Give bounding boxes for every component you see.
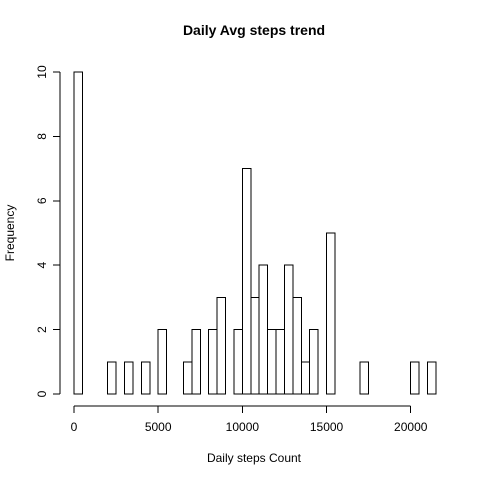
y-tick-label: 2	[35, 326, 49, 333]
y-axis-label: Frequency	[3, 205, 17, 262]
histogram-bar	[157, 329, 168, 395]
x-axis: 0 5000 10000 15000 20000	[71, 405, 428, 434]
histogram-bar	[241, 168, 252, 395]
x-tick-label: 15000	[310, 420, 344, 434]
histogram-bar	[292, 296, 302, 395]
histogram-bar	[283, 264, 294, 395]
y-tick-label: 6	[35, 197, 49, 204]
y-tick-label: 10	[35, 65, 49, 79]
histogram-bar	[275, 329, 285, 395]
histogram-bar	[124, 361, 134, 395]
histogram-bar	[208, 329, 218, 395]
chart-title: Daily Avg steps trend	[183, 22, 325, 38]
x-tick-label: 20000	[394, 420, 428, 434]
x-tick-label: 10000	[226, 420, 260, 434]
histogram-bar	[300, 361, 311, 395]
histogram-bar	[250, 296, 260, 395]
histogram-bar	[73, 71, 83, 395]
y-tick-label: 4	[35, 262, 49, 269]
y-axis: 0 2 4 6 8 10	[35, 65, 61, 397]
histogram-bar	[267, 329, 277, 395]
y-tick-label: 8	[35, 133, 49, 140]
histogram-bar	[427, 361, 437, 395]
histogram-bar	[216, 296, 227, 395]
y-tick-label: 0	[35, 390, 49, 397]
histogram-bar	[182, 361, 193, 395]
histogram-bar	[140, 361, 151, 395]
x-axis-label: Daily steps Count	[207, 451, 302, 465]
bars-layer	[73, 71, 437, 395]
histogram-bar	[107, 361, 117, 395]
histogram-bar	[359, 361, 370, 395]
histogram-bar	[309, 329, 319, 395]
histogram-bar	[191, 329, 201, 395]
histogram-bar	[233, 329, 243, 395]
histogram-bar	[410, 361, 420, 395]
histogram-bar	[258, 264, 269, 395]
x-tick-label: 0	[71, 420, 78, 434]
histogram-bar	[326, 232, 336, 395]
x-tick-label: 5000	[145, 420, 172, 434]
